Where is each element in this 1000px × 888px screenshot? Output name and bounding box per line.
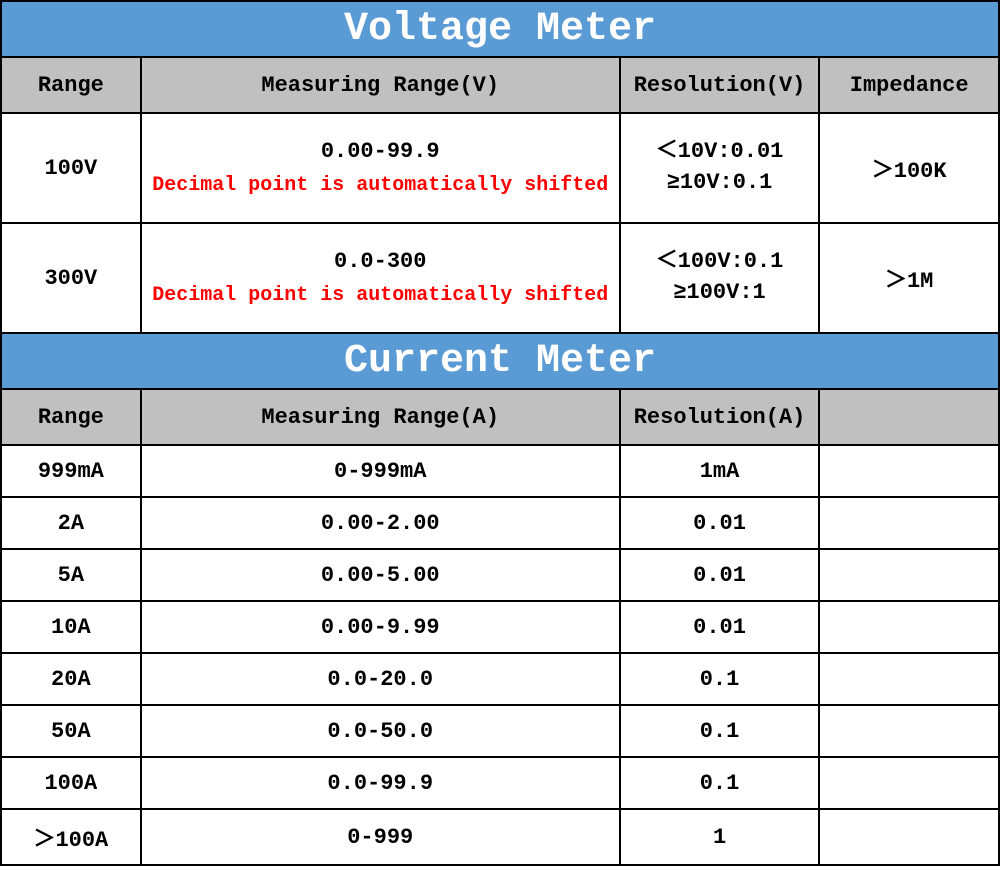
header-resolution: Resolution(A) [620, 389, 820, 445]
current-row: 999mA 0-999mA 1mA [1, 445, 999, 497]
current-measuring-cell: 0-999 [141, 809, 620, 865]
header-range: Range [1, 389, 141, 445]
header-impedance [819, 389, 999, 445]
current-resolution-cell: 1 [620, 809, 820, 865]
header-impedance: Impedance [819, 57, 999, 113]
current-range-cell: 5A [1, 549, 141, 601]
voltage-header-row: Range Measuring Range(V) Resolution(V) I… [1, 57, 999, 113]
voltage-range-cell: 100V [1, 113, 141, 223]
voltage-measuring-cell: 0.00-99.9 Decimal point is automatically… [141, 113, 620, 223]
current-resolution-cell: 0.01 [620, 549, 820, 601]
current-range-cell: 50A [1, 705, 141, 757]
current-impedance-cell [819, 705, 999, 757]
current-row: 20A 0.0-20.0 0.1 [1, 653, 999, 705]
current-impedance-cell [819, 445, 999, 497]
voltage-measuring-value: 0.00-99.9 [321, 139, 440, 164]
current-title-row: Current Meter [1, 333, 999, 389]
header-range: Range [1, 57, 141, 113]
voltage-resolution-line2: ≥10V:0.1 [621, 168, 819, 199]
current-row: 100A 0.0-99.9 0.1 [1, 757, 999, 809]
current-measuring-cell: 0.00-9.99 [141, 601, 620, 653]
current-measuring-cell: 0.0-99.9 [141, 757, 620, 809]
current-measuring-cell: 0.0-20.0 [141, 653, 620, 705]
voltage-title-row: Voltage Meter [1, 1, 999, 57]
current-range-cell: 999mA [1, 445, 141, 497]
voltage-resolution-cell: ＜100V:0.1 ≥100V:1 [620, 223, 820, 333]
header-resolution: Resolution(V) [620, 57, 820, 113]
header-measuring: Measuring Range(A) [141, 389, 620, 445]
current-title: Current Meter [1, 333, 999, 389]
voltage-decimal-note: Decimal point is automatically shifted [142, 284, 619, 307]
current-row: 5A 0.00-5.00 0.01 [1, 549, 999, 601]
current-resolution-cell: 0.01 [620, 497, 820, 549]
current-resolution-cell: 1mA [620, 445, 820, 497]
current-row: ＞100A 0-999 1 [1, 809, 999, 865]
current-range-cell: 20A [1, 653, 141, 705]
voltage-resolution-line2: ≥100V:1 [621, 278, 819, 309]
voltage-row: 100V 0.00-99.9 Decimal point is automati… [1, 113, 999, 223]
current-impedance-cell [819, 497, 999, 549]
voltage-range-cell: 300V [1, 223, 141, 333]
current-impedance-cell [819, 601, 999, 653]
current-range-cell: ＞100A [1, 809, 141, 865]
current-measuring-cell: 0.00-2.00 [141, 497, 620, 549]
current-resolution-cell: 0.1 [620, 757, 820, 809]
current-impedance-cell [819, 653, 999, 705]
current-resolution-cell: 0.1 [620, 653, 820, 705]
voltage-measuring-value: 0.0-300 [334, 249, 426, 274]
current-range-cell: 10A [1, 601, 141, 653]
current-resolution-cell: 0.1 [620, 705, 820, 757]
current-impedance-cell [819, 809, 999, 865]
meter-spec-table: Voltage Meter Range Measuring Range(V) R… [0, 0, 1000, 866]
voltage-measuring-cell: 0.0-300 Decimal point is automatically s… [141, 223, 620, 333]
current-measuring-cell: 0-999mA [141, 445, 620, 497]
current-impedance-cell [819, 757, 999, 809]
voltage-impedance-cell: ＞1M [819, 223, 999, 333]
current-row: 10A 0.00-9.99 0.01 [1, 601, 999, 653]
header-measuring: Measuring Range(V) [141, 57, 620, 113]
current-range-cell: 100A [1, 757, 141, 809]
current-impedance-cell [819, 549, 999, 601]
current-range-cell: 2A [1, 497, 141, 549]
voltage-title: Voltage Meter [1, 1, 999, 57]
current-measuring-cell: 0.0-50.0 [141, 705, 620, 757]
voltage-decimal-note: Decimal point is automatically shifted [142, 174, 619, 197]
voltage-resolution-line1: ＜100V:0.1 [621, 247, 819, 278]
current-header-row: Range Measuring Range(A) Resolution(A) [1, 389, 999, 445]
current-row: 50A 0.0-50.0 0.1 [1, 705, 999, 757]
voltage-impedance-cell: ＞100K [819, 113, 999, 223]
voltage-resolution-cell: ＜10V:0.01 ≥10V:0.1 [620, 113, 820, 223]
current-row: 2A 0.00-2.00 0.01 [1, 497, 999, 549]
current-measuring-cell: 0.00-5.00 [141, 549, 620, 601]
voltage-resolution-line1: ＜10V:0.01 [621, 137, 819, 168]
voltage-row: 300V 0.0-300 Decimal point is automatica… [1, 223, 999, 333]
current-resolution-cell: 0.01 [620, 601, 820, 653]
